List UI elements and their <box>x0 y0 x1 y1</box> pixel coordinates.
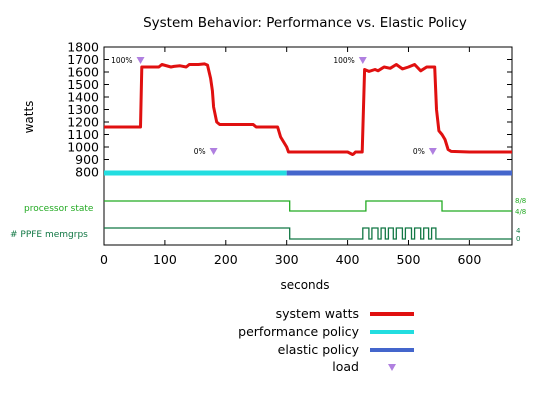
load-marker-label: 0% <box>413 147 425 156</box>
x-axis-label: seconds <box>280 278 329 292</box>
processor-state-line <box>104 200 512 212</box>
y-tick-label: 1300 <box>67 102 99 117</box>
load-marker-label: 100% <box>111 56 132 65</box>
plot-frame <box>103 46 513 246</box>
legend-label: system watts <box>276 306 359 321</box>
y-tick-label: 1800 <box>67 40 99 55</box>
y-tick-label: 1000 <box>67 140 99 155</box>
load-marker <box>209 148 218 155</box>
legend-marker <box>388 364 396 371</box>
memgrps-tick-high: 4 <box>516 227 521 235</box>
x-tick-label: 600 <box>457 252 481 267</box>
system-watts-line <box>104 62 512 156</box>
x-tick-label: 200 <box>214 252 238 267</box>
plot-area: 8009001000110012001300140015001600170018… <box>67 40 513 267</box>
load-marker <box>358 57 367 64</box>
processor-state-tick-low: 4/8 <box>515 208 526 216</box>
processor-state-tick-high: 8/8 <box>515 197 526 205</box>
legend-label: load <box>332 359 359 374</box>
x-tick-label: 100 <box>153 252 177 267</box>
y-tick-label: 900 <box>75 152 99 167</box>
memgrps-label: # PPFE memgrps <box>10 230 88 240</box>
x-tick-label: 0 <box>100 252 108 267</box>
chart-title: System Behavior: Performance vs. Elastic… <box>143 15 467 31</box>
memgrps-tick-low: 0 <box>516 235 520 243</box>
load-marker <box>428 148 437 155</box>
processor-state-label: processor state <box>24 204 94 214</box>
legend: system watts performance policy elastic po… <box>238 306 414 374</box>
y-tick-label: 1500 <box>67 77 99 92</box>
y-tick-label: 1600 <box>67 65 99 80</box>
x-tick-label: 300 <box>275 252 299 267</box>
load-marker-label: 0% <box>194 147 206 156</box>
y-tick-label: 1200 <box>67 115 99 130</box>
x-tick-label: 500 <box>397 252 421 267</box>
x-tick-label: 400 <box>336 252 360 267</box>
y-tick-label: 1100 <box>67 127 99 142</box>
memgrps-line <box>104 227 512 240</box>
legend-label: performance policy <box>238 324 359 339</box>
legend-label: elastic policy <box>278 342 360 357</box>
y-axis-label: watts <box>22 101 36 134</box>
y-tick-label: 1400 <box>67 90 99 105</box>
y-tick-label: 1700 <box>67 52 99 67</box>
y-tick-label: 800 <box>75 165 99 180</box>
load-marker-label: 100% <box>333 56 354 65</box>
load-marker <box>136 57 145 64</box>
